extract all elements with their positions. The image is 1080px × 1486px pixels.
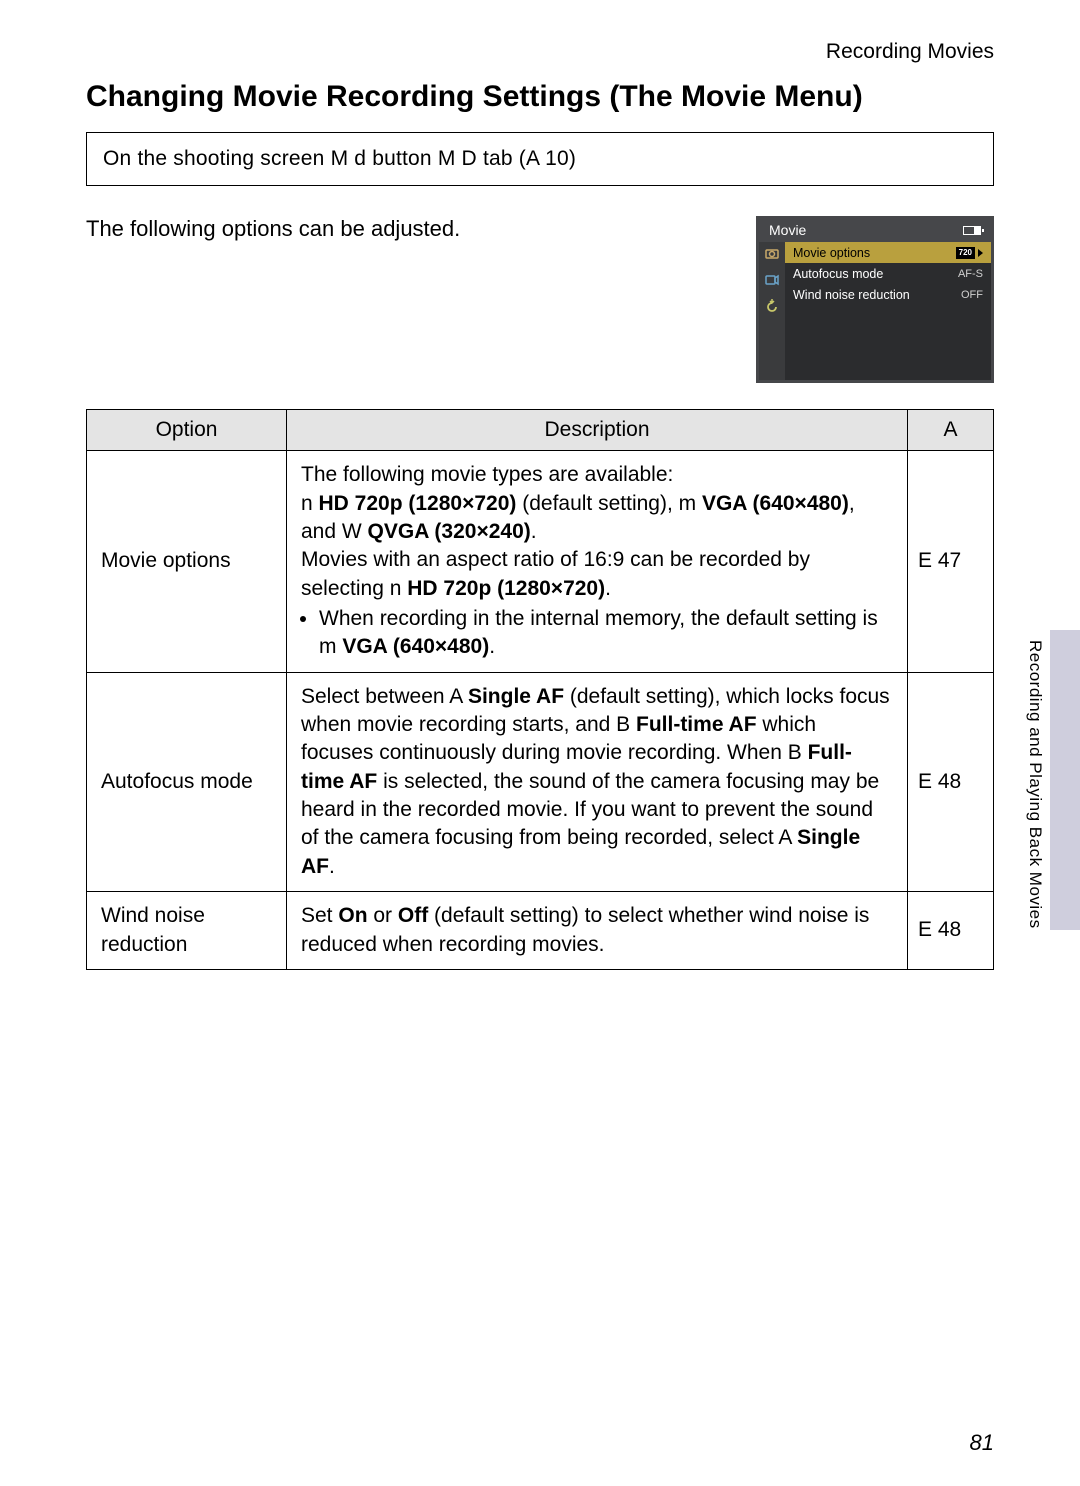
table-row: Wind noise reductionSet On or Off (defau… <box>87 892 994 970</box>
camera-menu-item-value: AF-S <box>958 268 983 280</box>
reference-cell: E 48 <box>908 892 994 970</box>
reference-cell: E 47 <box>908 451 994 672</box>
description-cell: Set On or Off (default setting) to selec… <box>287 892 908 970</box>
camera-menu-rows: Movie options 720 Autofocus mode AF-S Wind n… <box>785 242 991 380</box>
description-cell: Select between A Single AF (default sett… <box>287 672 908 891</box>
camera-menu-item-label: Autofocus mode <box>793 267 883 281</box>
camera-menu-item-value: OFF <box>961 289 983 301</box>
side-section-label: Recording and Playing Back Movies <box>1025 640 1045 929</box>
battery-icon <box>963 226 981 235</box>
camera-menu-item-label: Movie options <box>793 246 870 260</box>
camera-menu-item-value: 720 <box>956 247 983 259</box>
camera-tab-icon-2 <box>764 272 780 288</box>
table-row: Movie optionsThe following movie types a… <box>87 451 994 672</box>
page-number: 81 <box>970 1430 994 1456</box>
camera-menu-title: Movie <box>769 222 806 238</box>
intro-text: The following options can be adjusted. <box>86 216 716 242</box>
chapter-label: Recording Movies <box>86 40 994 64</box>
options-table: Option Description A Movie optionsThe fo… <box>86 409 994 970</box>
description-cell: The following movie types are available:… <box>287 451 908 672</box>
page-title: Changing Movie Recording Settings (The M… <box>86 80 994 114</box>
camera-tab-icon-3 <box>764 298 780 314</box>
side-tab <box>1050 630 1080 930</box>
table-header-ref: A <box>908 410 994 451</box>
camera-tab-icon-1 <box>764 246 780 262</box>
table-row: Autofocus modeSelect between A Single AF… <box>87 672 994 891</box>
option-cell: Movie options <box>87 451 287 672</box>
camera-menu-item-label: Wind noise reduction <box>793 288 910 302</box>
table-header-option: Option <box>87 410 287 451</box>
camera-menu-tabs <box>759 242 785 380</box>
option-cell: Autofocus mode <box>87 672 287 891</box>
breadcrumb: On the shooting screen M d button M D ta… <box>86 132 994 186</box>
camera-menu-item: Autofocus mode AF-S <box>785 263 991 284</box>
camera-menu-item: Wind noise reduction OFF <box>785 284 991 305</box>
reference-cell: E 48 <box>908 672 994 891</box>
option-cell: Wind noise reduction <box>87 892 287 970</box>
camera-menu-screenshot: Movie Movie options 720 Autofocus mode AF-S… <box>756 216 994 383</box>
camera-menu-item: Movie options 720 <box>785 242 991 263</box>
table-header-description: Description <box>287 410 908 451</box>
